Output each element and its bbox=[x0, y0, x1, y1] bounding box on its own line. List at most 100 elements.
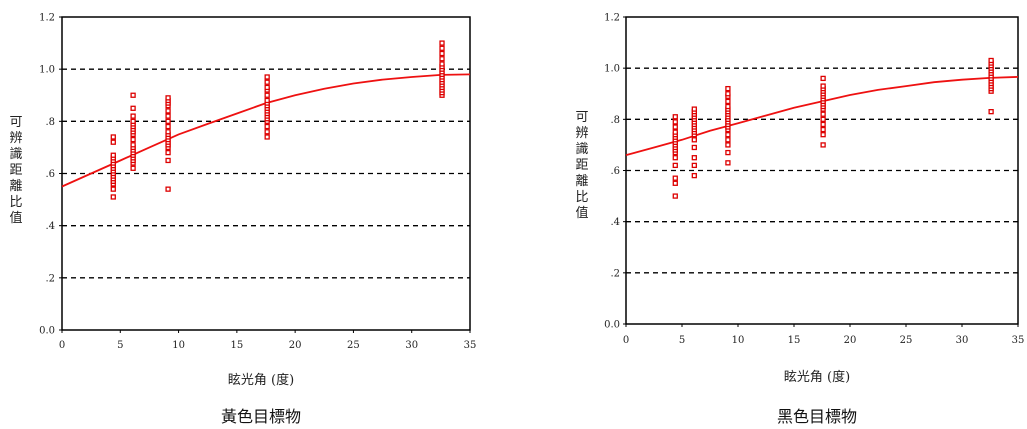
x-tick-label: 30 bbox=[405, 340, 418, 351]
data-point bbox=[725, 149, 731, 156]
x-axis-label: 眩光角 (度) bbox=[228, 372, 294, 388]
y-tick-label: 0.0 bbox=[39, 326, 55, 337]
data-point bbox=[725, 142, 731, 148]
data-point bbox=[110, 186, 116, 192]
data-point bbox=[988, 57, 994, 64]
y-axis-label-char: 可 bbox=[9, 115, 22, 130]
y-axis-label-char: 離 bbox=[9, 179, 22, 194]
x-tick-label: 0 bbox=[623, 335, 629, 346]
x-tick-label: 10 bbox=[732, 335, 745, 346]
x-tick-label: 35 bbox=[464, 340, 477, 351]
data-point bbox=[264, 134, 270, 140]
data-point bbox=[439, 45, 445, 51]
data-point bbox=[264, 74, 270, 80]
data-point bbox=[165, 123, 171, 130]
data-point bbox=[820, 126, 826, 133]
x-tick-label: 25 bbox=[347, 340, 360, 351]
y-tick-label: 0.0 bbox=[604, 320, 620, 331]
data-point bbox=[672, 124, 678, 130]
y-axis-label-char: 辨 bbox=[575, 126, 588, 141]
y-axis-label-char: 值 bbox=[575, 205, 588, 221]
data-point bbox=[820, 132, 826, 138]
data-point bbox=[672, 180, 678, 186]
x-tick-label: 5 bbox=[117, 340, 123, 351]
y-axis-label-char: 距 bbox=[9, 163, 22, 178]
data-point bbox=[672, 175, 678, 181]
data-point bbox=[130, 105, 136, 111]
data-point bbox=[165, 108, 171, 114]
y-axis-label-char: 識 bbox=[575, 142, 588, 157]
data-point bbox=[165, 129, 171, 135]
data-point bbox=[820, 75, 826, 82]
data-point bbox=[264, 129, 270, 135]
data-point bbox=[820, 142, 826, 148]
data-point bbox=[820, 111, 826, 117]
data-point bbox=[165, 157, 171, 164]
data-point bbox=[264, 84, 270, 91]
data-point bbox=[691, 172, 697, 179]
x-tick-label: 0 bbox=[59, 340, 65, 351]
y-axis-label-char: 辨 bbox=[9, 131, 22, 146]
data-point bbox=[264, 79, 270, 85]
data-point bbox=[672, 193, 678, 199]
data-point bbox=[725, 132, 731, 138]
data-point bbox=[820, 83, 826, 89]
y-axis-label-char: 值 bbox=[9, 210, 22, 226]
data-point bbox=[725, 137, 731, 143]
y-tick-label: .6 bbox=[45, 169, 55, 180]
data-point bbox=[725, 98, 731, 105]
y-tick-label: .4 bbox=[610, 217, 620, 228]
y-tick-label: .6 bbox=[610, 166, 620, 177]
x-tick-label: 35 bbox=[1012, 335, 1025, 346]
x-tick-label: 5 bbox=[679, 335, 685, 346]
data-point bbox=[439, 40, 445, 46]
y-tick-label: .8 bbox=[610, 115, 620, 126]
x-tick-label: 30 bbox=[956, 335, 969, 346]
data-point bbox=[691, 137, 697, 143]
y-axis-label-char: 可 bbox=[575, 110, 588, 125]
data-point bbox=[691, 106, 697, 112]
data-point bbox=[439, 56, 445, 62]
y-tick-label: 1.0 bbox=[39, 65, 55, 76]
data-point bbox=[264, 97, 270, 104]
y-tick-label: 1.2 bbox=[39, 13, 55, 24]
data-point bbox=[439, 50, 445, 57]
data-point bbox=[110, 194, 116, 200]
data-point bbox=[110, 134, 116, 140]
data-point bbox=[672, 162, 678, 169]
data-point bbox=[725, 103, 731, 110]
data-point bbox=[130, 113, 136, 119]
data-point bbox=[130, 136, 136, 143]
chart-caption: 黃色目標物 bbox=[221, 407, 301, 426]
x-tick-label: 20 bbox=[289, 340, 302, 351]
data-point bbox=[725, 85, 731, 92]
y-tick-label: 1.0 bbox=[604, 64, 620, 75]
y-axis-label-char: 識 bbox=[9, 147, 22, 162]
data-point bbox=[130, 92, 136, 98]
x-tick-label: 25 bbox=[900, 335, 913, 346]
data-point bbox=[672, 114, 678, 120]
y-axis-label-char: 比 bbox=[575, 190, 588, 205]
data-point bbox=[439, 61, 445, 67]
data-point bbox=[130, 118, 136, 124]
x-tick-label: 20 bbox=[844, 335, 857, 346]
data-point bbox=[165, 95, 171, 101]
x-tick-label: 10 bbox=[172, 340, 185, 351]
y-axis-label-char: 離 bbox=[575, 174, 588, 189]
data-point bbox=[110, 139, 116, 145]
data-point bbox=[691, 144, 697, 151]
data-point bbox=[130, 142, 136, 148]
data-point bbox=[691, 162, 697, 169]
y-tick-label: 1.2 bbox=[604, 13, 620, 24]
chart-1: 0.0 .2 .4 .6 .8 1.0 1.2 0 5 10 15 20 25 30 35 可辨識距離比值眩光… bbox=[9, 13, 476, 427]
data-point bbox=[672, 155, 678, 161]
x-tick-label: 15 bbox=[230, 340, 243, 351]
data-point bbox=[820, 121, 826, 128]
data-point bbox=[725, 160, 731, 166]
data-point bbox=[110, 152, 116, 158]
data-point bbox=[130, 165, 136, 171]
x-axis-label: 眩光角 (度) bbox=[784, 369, 850, 385]
data-point bbox=[165, 118, 171, 124]
y-tick-label: .2 bbox=[610, 268, 620, 279]
data-point bbox=[165, 149, 171, 156]
